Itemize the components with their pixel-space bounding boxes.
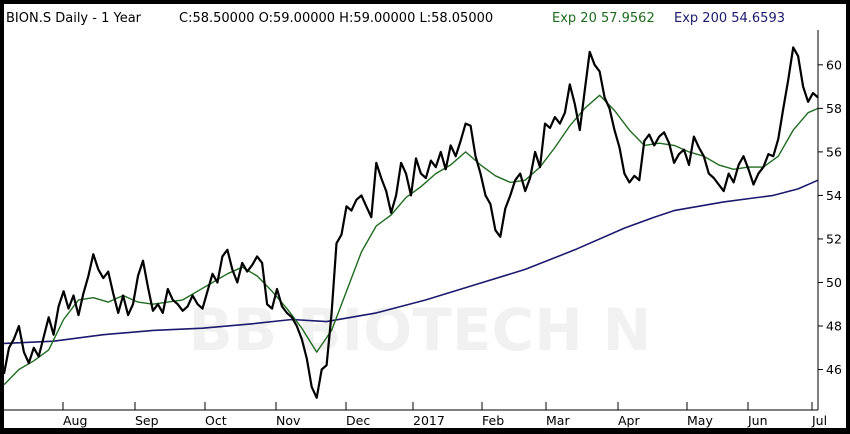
y-tick-label: 46 bbox=[826, 362, 842, 377]
x-tick-label: Aug bbox=[63, 413, 87, 428]
x-tick-label: Sep bbox=[135, 413, 159, 428]
x-tick-label: Mar bbox=[546, 413, 570, 428]
x-tick-label: May bbox=[687, 413, 713, 428]
y-tick-label: 60 bbox=[826, 57, 842, 72]
ema200-line bbox=[3, 179, 819, 345]
y-tick-label: 52 bbox=[826, 231, 842, 246]
x-tick-label: Apr bbox=[618, 413, 640, 428]
x-tick-label: Jul bbox=[811, 413, 827, 428]
x-tick-label: 2017 bbox=[413, 413, 445, 428]
ema200-legend: Exp 200 54.6593 bbox=[674, 11, 785, 26]
y-tick-label: 56 bbox=[826, 144, 842, 159]
ema20-legend: Exp 20 57.9562 bbox=[552, 11, 655, 26]
y-tick-label: 50 bbox=[826, 275, 842, 290]
price-line bbox=[2, 46, 819, 399]
y-tick-label: 54 bbox=[826, 188, 842, 203]
symbol-period-label: BION.S Daily - 1 Year bbox=[6, 11, 142, 26]
x-tick-label: Nov bbox=[276, 413, 301, 428]
x-tick-label: Oct bbox=[205, 413, 227, 428]
x-tick-label: Jun bbox=[747, 413, 768, 428]
ohlc-readout: C:58.50000 O:59.00000 H:59.00000 L:58.05… bbox=[179, 11, 493, 26]
ema20-line bbox=[3, 94, 819, 386]
watermark: BB BIOTECH N bbox=[189, 296, 652, 364]
chart-background bbox=[4, 4, 846, 428]
x-tick-label: Dec bbox=[346, 413, 370, 428]
axes-layer: 46 48 50 52 54 56 58 60 Aug Sep Oct Nov Dec 2017 Feb Ma… bbox=[4, 30, 842, 428]
y-tick-label: 48 bbox=[826, 319, 842, 334]
x-tick-label: Feb bbox=[482, 413, 504, 428]
chart-header: BION.S Daily - 1 Year C:58.50000 O:59.00… bbox=[6, 11, 785, 26]
series-layer bbox=[2, 46, 819, 399]
y-tick-label: 58 bbox=[826, 101, 842, 116]
